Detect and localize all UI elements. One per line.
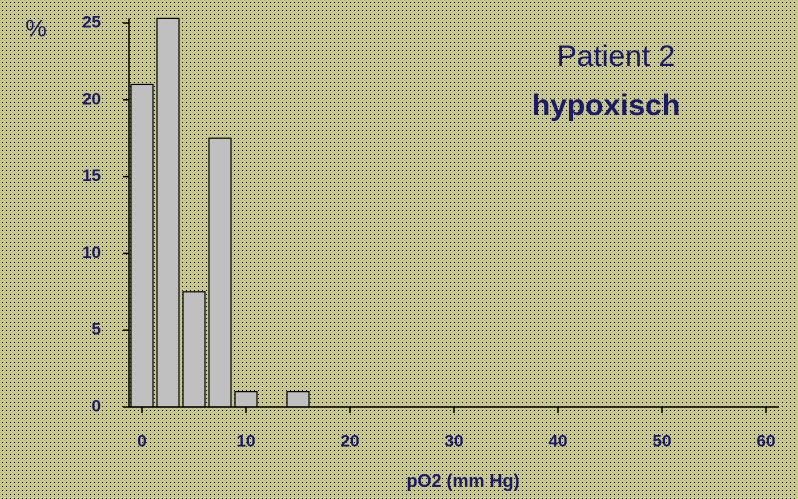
chart-title: Patient 2 [557,40,675,73]
x-tick-label: 60 [757,431,776,450]
y-tick-label: 0 [92,396,101,415]
bar [286,391,310,408]
x-tick-label: 40 [549,431,568,450]
x-tick-label: 50 [653,431,672,450]
x-tick-label: 30 [445,431,464,450]
x-tick-label: 0 [137,431,146,450]
bar [156,17,180,408]
y-tick-label: 20 [82,89,101,108]
y-tick-label: 15 [82,166,101,185]
chart-subtitle: hypoxisch [532,89,680,122]
bar [234,391,258,408]
y-axis-label: % [25,15,46,42]
x-tick-label: 10 [237,431,256,450]
y-tick-label: 10 [82,243,101,262]
bar [182,291,206,408]
y-tick-label: 25 [82,12,101,31]
bar [208,137,232,408]
x-axis-label: pO2 (mm Hg) [406,471,519,491]
y-tick-label: 5 [92,320,101,339]
x-tick-label: 20 [341,431,360,450]
bar [130,83,154,408]
